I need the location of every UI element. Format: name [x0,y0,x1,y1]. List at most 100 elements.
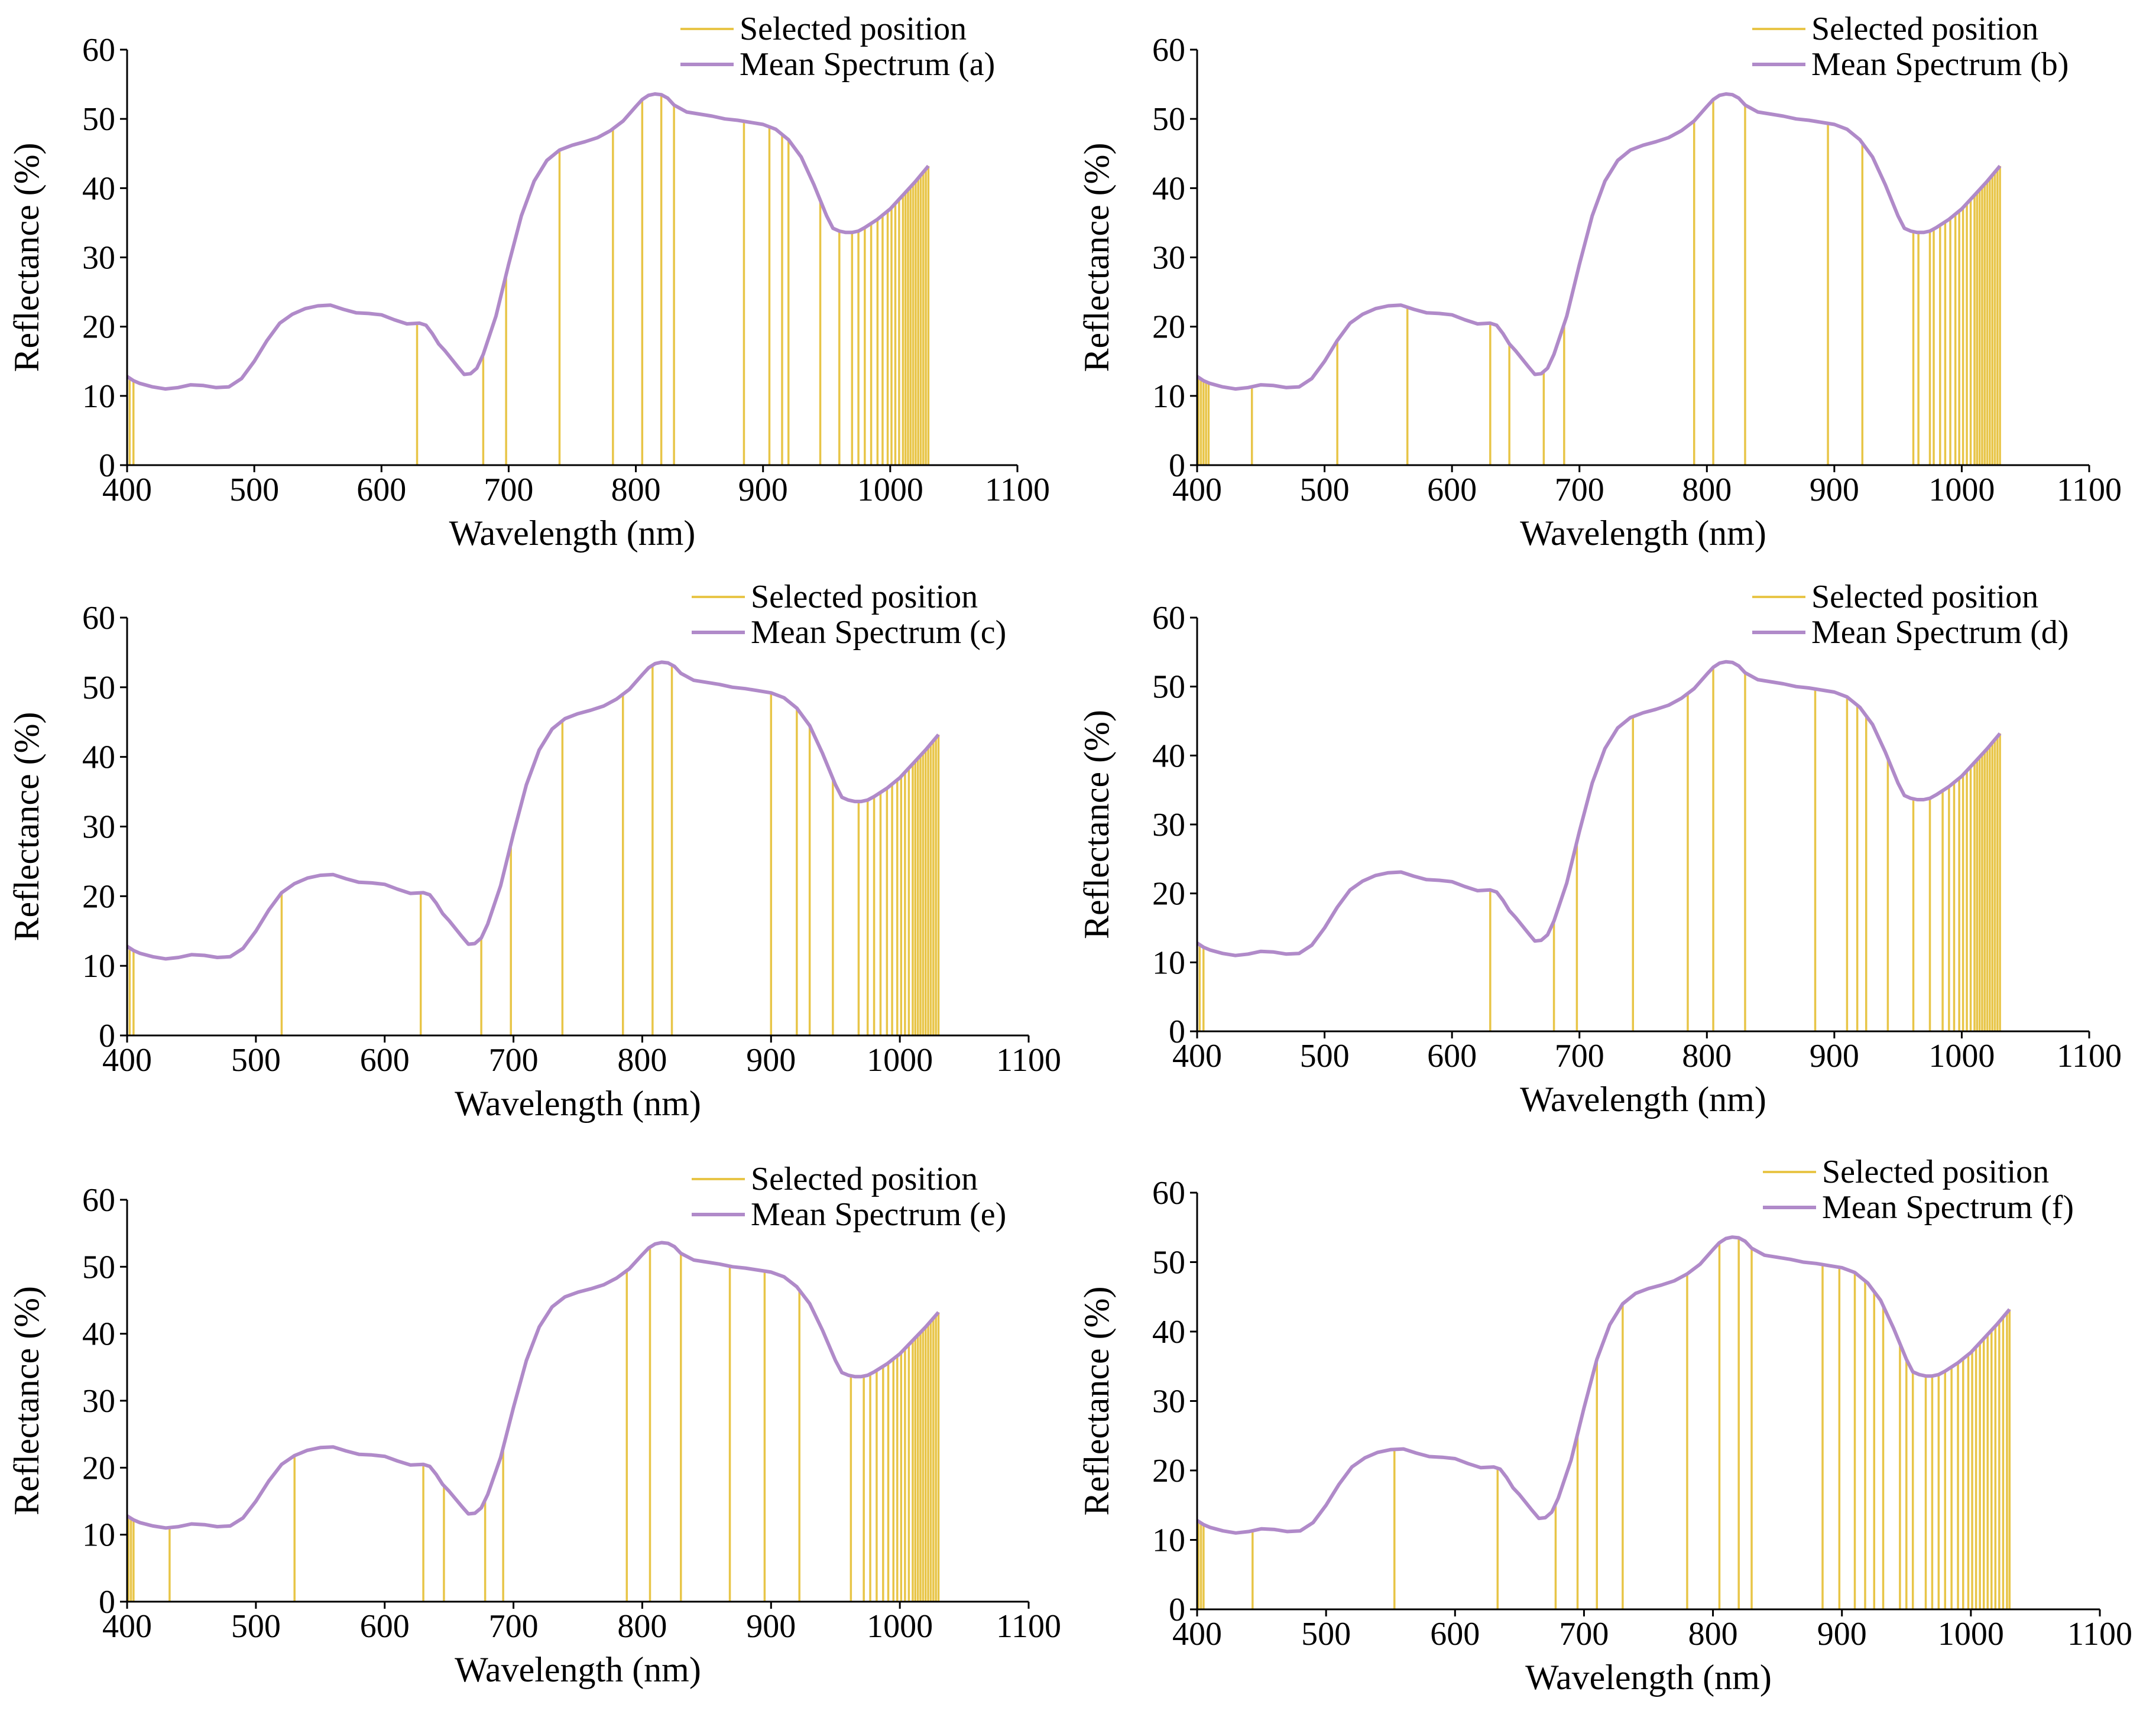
x-axis-title-e: Wavelength (nm) [455,1650,701,1689]
y-tick-label-a-3: 30 [82,240,115,277]
selected-positions-e [127,1247,940,1602]
y-tick-label-b-1: 10 [1152,378,1185,415]
x-tick-label-f-6: 1000 [1938,1616,2004,1652]
y-axis-title-f: Reflectance (%) [1077,1286,1116,1515]
x-tick-label-f-3: 700 [1559,1616,1609,1652]
x-tick-label-c-7: 1100 [996,1042,1061,1079]
y-tick-label-b-4: 40 [1152,170,1185,207]
y-tick-label-e-5: 50 [82,1249,115,1285]
chart-panel-d: 400 500 600 700 800 900 1000 1100 0 10 20 30 40 50 60 W… [1077,579,2122,1119]
x-axis-title-d: Wavelength (nm) [1520,1080,1766,1119]
y-tick-label-d-0: 0 [1169,1014,1185,1050]
y-tick-label-e-0: 0 [99,1584,115,1621]
y-tick-label-b-6: 60 [1152,32,1185,69]
selected-positions-f [1197,1238,2011,1609]
y-tick-label-d-4: 40 [1152,738,1185,774]
y-tick-label-f-6: 60 [1152,1175,1185,1212]
y-tick-label-c-4: 40 [82,739,115,776]
x-tick-label-a-4: 800 [611,472,661,508]
x-tick-label-e-7: 1100 [996,1608,1061,1645]
x-tick-label-b-7: 1100 [2057,472,2122,508]
y-tick-label-d-6: 60 [1152,600,1185,637]
chart-panel-f: 400 500 600 700 800 900 1000 1100 0 10 20 30 40 50 60 W… [1077,1154,2132,1697]
chart-panel-c: 400 500 600 700 800 900 1000 1100 0 10 20 30 40 50 60 W… [7,579,1061,1123]
legend-label-selected-c: Selected position [751,579,978,615]
x-tick-label-c-1: 500 [231,1042,281,1079]
y-tick-label-c-0: 0 [99,1018,115,1054]
x-tick-label-d-3: 700 [1555,1038,1604,1074]
selected-positions-b [1197,99,2001,465]
x-tick-label-a-2: 600 [356,472,406,508]
mean-spectrum-line-c [126,660,940,961]
y-axis-title-e: Reflectance (%) [7,1286,46,1515]
x-tick-label-e-5: 900 [746,1608,796,1645]
y-tick-label-e-4: 40 [82,1316,115,1353]
y-tick-label-c-5: 50 [82,670,115,706]
x-tick-label-e-4: 800 [617,1608,667,1645]
x-tick-label-a-6: 1000 [857,472,923,508]
x-tick-label-a-0: 400 [102,472,152,508]
x-tick-label-d-1: 500 [1300,1038,1350,1074]
x-tick-label-c-5: 900 [746,1042,796,1079]
x-tick-label-d-5: 900 [1810,1038,1859,1074]
x-tick-label-a-3: 700 [484,472,533,508]
y-tick-label-e-3: 30 [82,1383,115,1420]
x-tick-label-b-4: 800 [1682,472,1732,508]
x-tick-label-f-4: 800 [1688,1616,1738,1652]
x-axis-title-a: Wavelength (nm) [449,514,696,553]
x-tick-label-a-1: 500 [229,472,279,508]
y-tick-label-f-3: 30 [1152,1384,1185,1420]
x-tick-label-b-0: 400 [1172,472,1222,508]
y-tick-label-b-3: 30 [1152,240,1185,277]
x-axis-title-b: Wavelength (nm) [1520,514,1766,553]
y-tick-label-c-6: 60 [82,600,115,637]
selected-positions-a [128,95,930,465]
x-tick-label-f-1: 500 [1301,1616,1351,1652]
y-tick-label-c-1: 10 [82,948,115,985]
x-tick-label-f-7: 1100 [2067,1616,2132,1652]
y-tick-label-b-2: 20 [1152,309,1185,346]
x-tick-label-a-5: 900 [738,472,788,508]
y-axis-title-b: Reflectance (%) [1077,142,1116,372]
y-tick-label-a-6: 60 [82,32,115,69]
legend-label-spectrum-d: Mean Spectrum (d) [1811,614,2069,651]
x-tick-label-b-3: 700 [1555,472,1604,508]
legend-label-selected-b: Selected position [1811,11,2038,47]
y-tick-label-d-1: 10 [1152,944,1185,981]
x-tick-label-e-3: 700 [489,1608,539,1645]
y-axis-title-d: Reflectance (%) [1077,710,1116,939]
x-tick-label-e-2: 600 [360,1608,410,1645]
y-tick-label-a-2: 20 [82,309,115,346]
x-tick-label-b-6: 1000 [1928,472,1995,508]
selected-positions-d [1198,667,2001,1031]
x-tick-label-b-5: 900 [1810,472,1859,508]
legend-label-selected-f: Selected position [1822,1154,2049,1190]
mean-spectrum-line-a [126,92,930,391]
y-tick-label-f-5: 50 [1152,1245,1185,1281]
x-tick-label-f-0: 400 [1172,1616,1222,1652]
x-tick-label-e-0: 400 [102,1608,152,1645]
x-tick-label-e-1: 500 [231,1608,281,1645]
x-axis-title-f: Wavelength (nm) [1525,1658,1772,1697]
x-tick-label-c-2: 600 [360,1042,410,1079]
mean-spectrum-line-d [1196,660,2002,957]
y-axis-title-c: Reflectance (%) [7,712,46,941]
x-tick-label-d-6: 1000 [1928,1038,1995,1074]
y-tick-label-b-5: 50 [1152,101,1185,138]
mean-spectrum-line-e [126,1241,940,1530]
x-tick-label-b-1: 500 [1300,472,1350,508]
y-tick-label-e-2: 20 [82,1450,115,1486]
y-tick-label-d-5: 50 [1152,669,1185,706]
y-tick-label-d-2: 20 [1152,876,1185,913]
y-tick-label-c-2: 20 [82,878,115,915]
x-tick-label-a-7: 1100 [985,472,1050,508]
y-tick-label-a-5: 50 [82,101,115,138]
